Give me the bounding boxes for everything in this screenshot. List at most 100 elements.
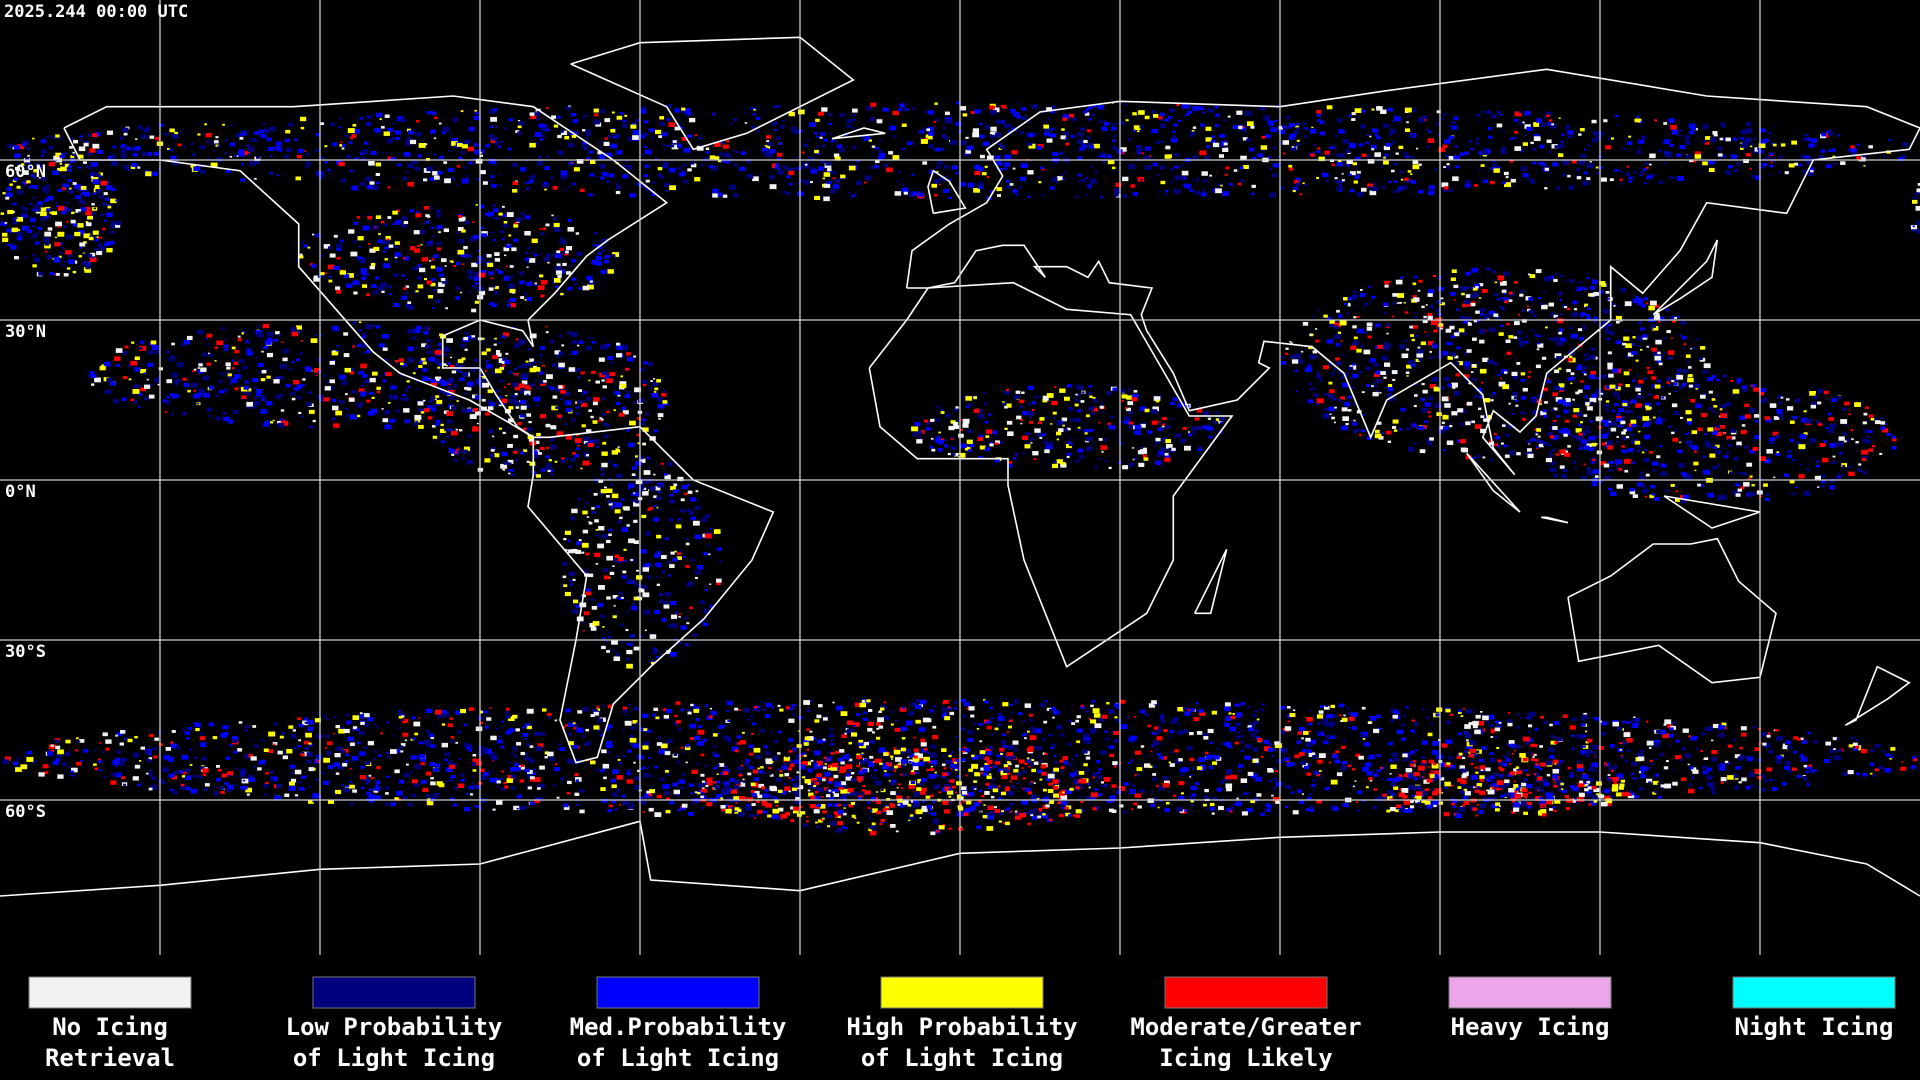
icing-pixel (1630, 792, 1635, 796)
icing-pixel (394, 130, 402, 135)
icing-pixel (141, 134, 148, 139)
icing-pixel (1280, 730, 1286, 735)
icing-pixel (810, 759, 814, 762)
icing-pixel (315, 148, 320, 152)
icing-pixel (1861, 748, 1868, 754)
icing-pixel (635, 722, 640, 725)
icing-pixel (777, 730, 782, 734)
icing-pixel (1490, 730, 1495, 734)
icing-pixel (1571, 734, 1575, 737)
icing-pixel (357, 741, 361, 745)
icing-pixel (351, 134, 357, 138)
icing-pixel (1639, 174, 1642, 177)
icing-pixel (747, 719, 750, 721)
icing-pixel (932, 735, 938, 740)
icing-pixel (1090, 113, 1096, 117)
icing-pixel (663, 714, 669, 719)
icing-pixel (1334, 177, 1338, 180)
icing-pixel (1653, 742, 1661, 748)
icing-pixel (1095, 714, 1099, 717)
icing-pixel (837, 821, 844, 826)
icing-pixel (978, 789, 983, 793)
icing-pixel (1426, 778, 1433, 783)
icing-pixel (350, 781, 353, 783)
icing-pixel (1235, 722, 1241, 727)
icing-pixel (1233, 169, 1238, 172)
icing-pixel (1393, 710, 1400, 715)
icing-pixel (989, 783, 996, 788)
icing-pixel (1828, 759, 1831, 761)
icing-pixel (121, 144, 126, 148)
icing-pixel (852, 108, 858, 113)
icing-pixel (499, 778, 503, 780)
icing-pixel (137, 166, 141, 169)
icing-pixel (622, 706, 627, 710)
icing-pixel (1684, 753, 1692, 758)
icing-pixel (1016, 772, 1022, 776)
icing-pixel (1681, 777, 1687, 782)
icing-pixel (1267, 120, 1275, 126)
icing-pixel (576, 727, 584, 733)
icing-pixel (1399, 808, 1403, 811)
icing-pixel (648, 807, 654, 812)
icing-pixel (1034, 728, 1042, 734)
icing-pixel (1316, 110, 1322, 114)
icing-pixel (418, 143, 426, 148)
icing-pixel (549, 757, 555, 762)
icing-pixel (275, 780, 279, 782)
icing-pixel (434, 116, 438, 120)
icing-pixel (224, 781, 229, 785)
icing-pixel (1016, 115, 1021, 119)
icing-pixel (562, 726, 566, 729)
icing-pixel (1585, 749, 1592, 754)
icing-pixel (990, 131, 994, 135)
icing-pixel (767, 142, 773, 146)
icing-pixel (846, 118, 853, 123)
icing-pixel (788, 718, 795, 723)
icing-pixel (1422, 776, 1425, 778)
icing-pixel (876, 727, 880, 730)
icing-pixel (720, 771, 726, 776)
icing-pixel (1762, 742, 1767, 746)
icing-pixel (1419, 775, 1424, 779)
icing-pixel (1855, 745, 1860, 749)
icing-pixel (14, 153, 21, 158)
icing-pixel (1027, 760, 1031, 763)
icing-pixel (1573, 797, 1577, 800)
icing-pixel (634, 776, 641, 781)
icing-pixel (250, 756, 257, 761)
icing-pixel (1713, 133, 1718, 137)
icing-pixel (1462, 708, 1466, 710)
icing-pixel (366, 780, 371, 783)
icing-pixel (1319, 120, 1325, 125)
icing-pixel (1357, 174, 1361, 176)
icing-pixel (115, 772, 122, 778)
icing-pixel (979, 750, 986, 755)
icing-pixel (1234, 801, 1242, 807)
icing-pixel (475, 805, 480, 808)
icing-pixel (1442, 144, 1448, 149)
icing-pixel (475, 158, 483, 164)
icing-pixel (13, 761, 19, 766)
icing-pixel (246, 793, 250, 796)
icing-pixel (1060, 795, 1068, 800)
icing-pixel (435, 763, 441, 767)
icing-pixel (1189, 757, 1195, 762)
icing-pixel (1800, 737, 1804, 741)
icing-pixel (1480, 803, 1487, 809)
icing-pixel (1498, 722, 1502, 724)
icing-pixel (1293, 130, 1299, 134)
icing-pixel (470, 793, 474, 796)
icing-pixel (1597, 720, 1600, 722)
icing-pixel (97, 758, 101, 761)
icing-pixel (763, 708, 766, 711)
icing-pixel (1521, 788, 1528, 793)
icing-pixel (1808, 764, 1813, 767)
icing-pixel (163, 755, 171, 760)
icing-pixel (1776, 755, 1783, 760)
icing-pixel (1458, 732, 1462, 735)
icing-pixel (1100, 196, 1103, 199)
icing-pixel (1754, 175, 1761, 180)
icing-pixel (1288, 167, 1294, 171)
icing-pixel (948, 196, 953, 200)
